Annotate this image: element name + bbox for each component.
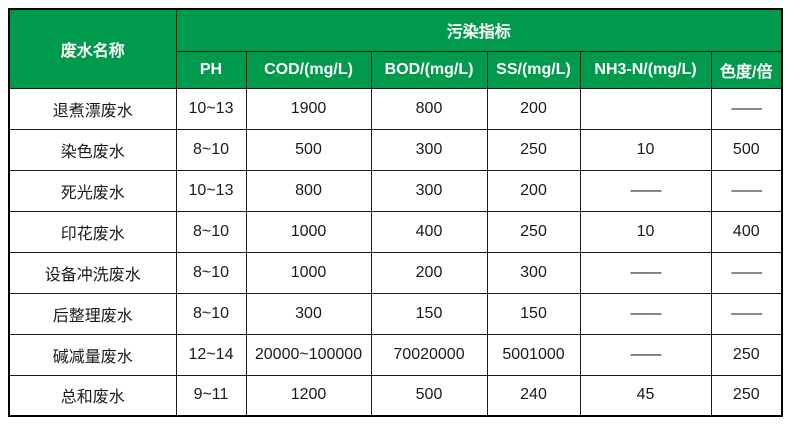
value-cell: 200 [370,251,488,294]
value-cell: —— [579,292,712,335]
column-header-cod: COD/(mg/L) [245,50,372,89]
value-cell: 800 [245,169,372,212]
value-cell: 20000~100000 [245,333,372,376]
value-cell: 1000 [245,251,372,294]
value-cell: 70020000 [370,333,488,376]
row-name-cell: 染色废水 [8,128,177,171]
value-cell: 12~14 [175,333,247,376]
value-cell: 300 [370,169,488,212]
value-cell: 1200 [245,374,372,417]
column-header-ph: PH [175,50,247,89]
value-cell: 8~10 [175,251,247,294]
value-cell: 5001000 [486,333,581,376]
row-name-cell: 总和废水 [8,374,177,417]
column-header-bod: BOD/(mg/L) [370,50,488,89]
value-cell: 500 [245,128,372,171]
value-cell: 8~10 [175,128,247,171]
row-name-cell: 碱减量废水 [8,333,177,376]
value-cell: 250 [486,128,581,171]
value-cell: 10~13 [175,169,247,212]
column-header-ss: SS/(mg/L) [486,50,581,89]
value-cell: —— [710,169,783,212]
value-cell: —— [710,292,783,335]
column-header-chroma: 色度/倍 [710,50,783,89]
value-cell: —— [579,169,712,212]
value-cell: 250 [710,333,783,376]
value-cell: 500 [370,374,488,417]
value-cell: 200 [486,87,581,130]
row-name-cell: 死光废水 [8,169,177,212]
value-cell: 10 [579,128,712,171]
table-row: 后整理废水 8~10 300 150 150 —— —— [8,292,783,335]
row-name-cell: 退煮漂废水 [8,87,177,130]
corner-header-wastewater-name: 废水名称 [8,8,177,89]
table-row: 退煮漂废水 10~13 1900 800 200 —— [8,87,783,130]
value-cell: 250 [710,374,783,417]
row-name-cell: 印花废水 [8,210,177,253]
value-cell: 500 [710,128,783,171]
value-cell [579,87,712,130]
group-header-pollution-indicators: 污染指标 [175,8,783,52]
table-header: 废水名称 污染指标 PH COD/(mg/L) BOD/(mg/L) SS/(m… [8,8,783,89]
value-cell: 10~13 [175,87,247,130]
value-cell: —— [579,251,712,294]
table-row: 碱减量废水 12~14 20000~100000 70020000 5001000 —— 2… [8,333,783,376]
value-cell: —— [710,87,783,130]
value-cell: 8~10 [175,210,247,253]
value-cell: 150 [486,292,581,335]
value-cell: 400 [370,210,488,253]
value-cell: 9~11 [175,374,247,417]
wastewater-indicators-table-wrap: 废水名称 污染指标 PH COD/(mg/L) BOD/(mg/L) SS/(m… [8,8,784,417]
value-cell: 8~10 [175,292,247,335]
table-row: 印花废水 8~10 1000 400 250 10 400 [8,210,783,253]
wastewater-indicators-table: 废水名称 污染指标 PH COD/(mg/L) BOD/(mg/L) SS/(m… [8,8,784,417]
value-cell: 300 [370,128,488,171]
row-name-cell: 设备冲洗废水 [8,251,177,294]
table-row: 死光废水 10~13 800 300 200 —— —— [8,169,783,212]
table-row: 设备冲洗废水 8~10 1000 200 300 —— —— [8,251,783,294]
row-name-cell: 后整理废水 [8,292,177,335]
table-body: 退煮漂废水 10~13 1900 800 200 —— 染色废水 8~10 500 300 250 1… [8,87,783,417]
table-row: 总和废水 9~11 1200 500 240 45 250 [8,374,783,417]
value-cell: —— [579,333,712,376]
value-cell: 1000 [245,210,372,253]
column-header-nh3n: NH3-N/(mg/L) [579,50,712,89]
value-cell: 800 [370,87,488,130]
value-cell: 1900 [245,87,372,130]
value-cell: 300 [245,292,372,335]
value-cell: 150 [370,292,488,335]
value-cell: 300 [486,251,581,294]
value-cell: 45 [579,374,712,417]
table-row: 染色废水 8~10 500 300 250 10 500 [8,128,783,171]
value-cell: —— [710,251,783,294]
value-cell: 400 [710,210,783,253]
value-cell: 240 [486,374,581,417]
value-cell: 250 [486,210,581,253]
value-cell: 10 [579,210,712,253]
value-cell: 200 [486,169,581,212]
